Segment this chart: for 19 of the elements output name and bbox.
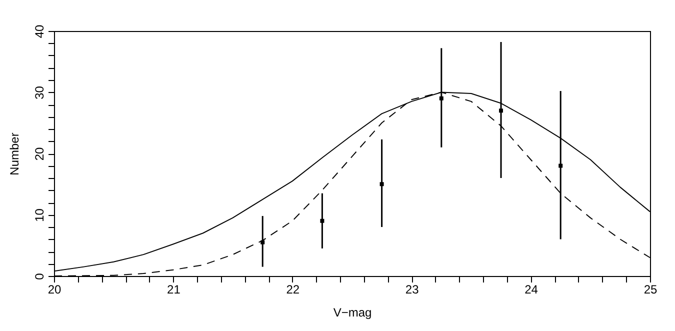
y-tick-label: 20 — [32, 147, 46, 161]
point — [260, 240, 265, 244]
y-tick-label: 0 — [32, 272, 46, 280]
y-tick-label: 30 — [32, 86, 46, 100]
x-axis-title: V−mag — [333, 306, 372, 320]
point — [320, 218, 324, 223]
x-tick-label: 22 — [286, 282, 300, 296]
x-tick-label: 20 — [48, 282, 62, 296]
x-tick-label: 21 — [167, 282, 181, 296]
y-axis-title: Number — [8, 132, 22, 176]
y-tick-label: 40 — [32, 24, 46, 38]
point — [380, 182, 384, 186]
point — [558, 164, 563, 168]
y-tick-label: 10 — [32, 208, 46, 222]
point — [439, 96, 444, 100]
point — [499, 108, 503, 113]
x-tick-label: 24 — [524, 282, 538, 296]
x-tick-label: 23 — [405, 282, 420, 296]
x-tick-label: 25 — [644, 282, 658, 296]
